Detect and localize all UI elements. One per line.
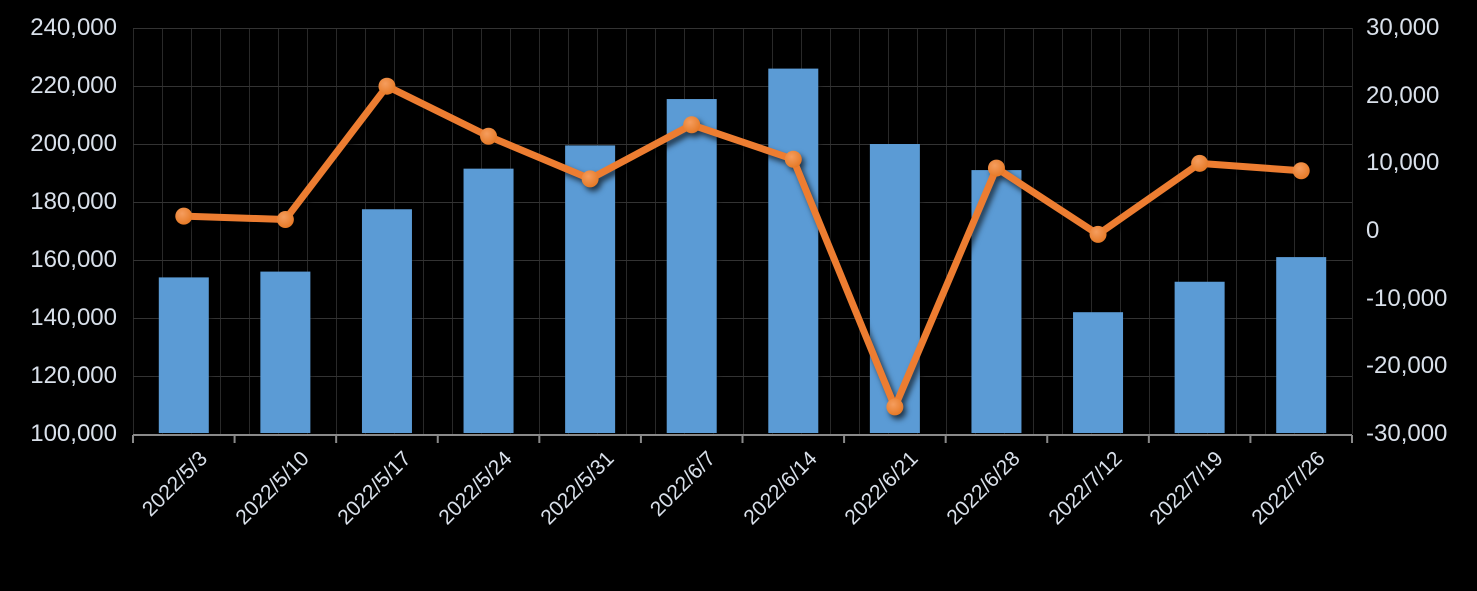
vertical-gridlines <box>133 28 1353 434</box>
data-point-2022/5/3 <box>175 207 193 225</box>
bar-2022/5/10 <box>260 271 311 433</box>
bar-series <box>158 68 1327 434</box>
data-point-2022/6/14 <box>784 150 802 168</box>
bar-2022/5/31 <box>565 145 616 433</box>
data-point-2022/5/10 <box>276 210 294 228</box>
horizontal-gridlines <box>133 28 1352 377</box>
bar-2022/6/7 <box>666 99 717 434</box>
data-point-2022/5/17 <box>378 77 396 95</box>
bar-2022/6/21 <box>869 144 920 433</box>
line-path <box>180 82 1305 411</box>
x-axis <box>132 434 1353 443</box>
data-point-2022/5/24 <box>480 127 498 145</box>
line-series <box>175 77 1310 416</box>
data-point-2022/6/28 <box>987 159 1005 177</box>
bar-2022/5/17 <box>361 209 412 433</box>
bar-2022/5/24 <box>463 168 514 433</box>
data-point-2022/7/12 <box>1089 225 1107 243</box>
bar-2022/7/19 <box>1174 281 1225 433</box>
bar-2022/5/3 <box>158 277 209 433</box>
data-point-2022/6/21 <box>886 398 904 416</box>
data-point-2022/7/19 <box>1191 154 1209 172</box>
data-point-2022/5/31 <box>581 170 599 188</box>
data-point-2022/6/7 <box>683 116 701 134</box>
data-point-2022/7/26 <box>1292 162 1310 180</box>
bar-2022/7/26 <box>1276 257 1327 433</box>
bar-2022/6/14 <box>768 68 819 433</box>
bar-2022/7/12 <box>1073 312 1124 433</box>
